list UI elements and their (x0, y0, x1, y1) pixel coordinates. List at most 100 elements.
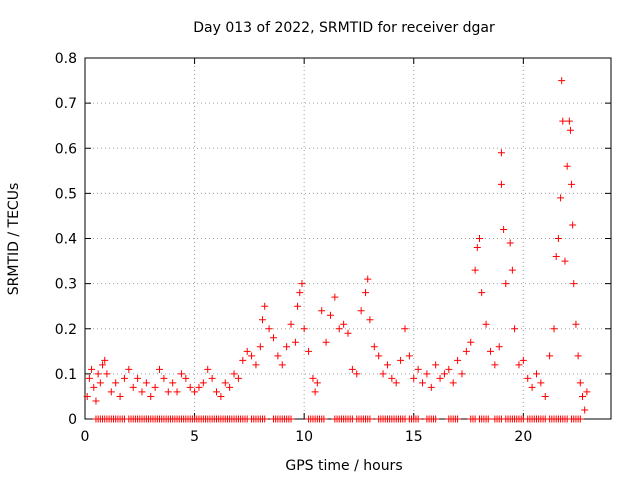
data-point (291, 338, 299, 346)
data-point (107, 388, 115, 396)
data-point (581, 406, 589, 414)
data-point (320, 415, 328, 423)
data-point (103, 370, 111, 378)
data-point (309, 374, 317, 382)
data-point (204, 365, 212, 373)
data-point (379, 370, 387, 378)
x-tick-label: 5 (190, 429, 199, 445)
data-point (88, 365, 96, 373)
data-point (414, 415, 422, 423)
data-point (568, 180, 576, 188)
data-point (265, 325, 273, 333)
data-point (357, 307, 365, 315)
data-point (366, 415, 374, 423)
data-point (563, 162, 571, 170)
plot-frame (84, 57, 612, 420)
data-point (497, 180, 505, 188)
data-point (138, 388, 146, 396)
data-point (570, 280, 578, 288)
data-point (353, 370, 361, 378)
data-point (248, 352, 256, 360)
data-point (388, 374, 396, 382)
data-point (142, 379, 150, 387)
data-point (445, 365, 453, 373)
data-point (476, 235, 483, 242)
data-point (230, 370, 238, 378)
data-point (261, 302, 269, 310)
data-point (405, 352, 413, 360)
data-point (495, 343, 503, 351)
data-point (491, 361, 499, 369)
data-point (335, 325, 343, 333)
data-point (94, 370, 102, 378)
data-point (151, 383, 159, 391)
data-point (482, 320, 490, 328)
data-point (164, 388, 172, 396)
data-point (537, 379, 545, 387)
data-point (515, 361, 523, 369)
data-point (278, 361, 286, 369)
data-point (500, 225, 508, 233)
data-point (169, 379, 177, 387)
data-point (559, 117, 567, 125)
data-point (191, 388, 199, 396)
data-point (173, 388, 181, 396)
data-point (541, 392, 549, 400)
data-point (274, 352, 282, 360)
data-point (318, 307, 326, 315)
data-point (213, 388, 220, 396)
data-point (305, 347, 313, 355)
data-point (186, 383, 194, 391)
data-point (298, 280, 306, 288)
data-point (392, 379, 400, 387)
data-point (239, 356, 247, 364)
data-point (362, 289, 370, 297)
y-tick-label: 0 (68, 412, 77, 428)
data-point (414, 365, 422, 373)
data-point (243, 347, 251, 355)
data-point (579, 392, 587, 400)
data-point (471, 266, 479, 274)
data-point (427, 383, 435, 391)
data-point (532, 370, 540, 378)
data-point (366, 316, 374, 324)
data-point (401, 325, 409, 333)
x-tick-label: 20 (514, 429, 532, 445)
y-axis-label: SRMTID / TECUs (6, 183, 22, 296)
data-point (565, 117, 573, 125)
y-tick-label: 0.7 (55, 96, 77, 112)
data-point (83, 392, 91, 400)
data-point (221, 379, 229, 387)
data-point (528, 383, 536, 391)
data-point (486, 347, 494, 355)
chart-title: Day 013 of 2022, SRMTID for receiver dga… (193, 20, 495, 36)
x-tick-label: 10 (295, 429, 313, 445)
data-point (554, 235, 562, 242)
data-point (375, 352, 383, 360)
data-point (322, 338, 330, 346)
data-point (125, 365, 133, 373)
data-point (566, 126, 574, 134)
data-point (502, 280, 510, 288)
data-point (440, 370, 448, 378)
data-point (508, 266, 516, 274)
data-point (397, 356, 405, 364)
data-point (195, 383, 203, 391)
data-point (147, 392, 155, 400)
data-point (112, 379, 120, 387)
x-axis-label: GPS time / hours (285, 458, 402, 474)
data-points (83, 77, 591, 423)
data-point (92, 397, 100, 405)
y-tick-label: 0.6 (55, 141, 77, 157)
data-point (182, 374, 190, 382)
data-point (116, 392, 124, 400)
data-point (561, 257, 569, 265)
data-point (208, 374, 216, 382)
data-point (462, 347, 470, 355)
data-point (550, 325, 558, 333)
data-point (558, 77, 566, 85)
y-tick-label: 0.5 (55, 186, 77, 202)
y-tick-label: 0.4 (55, 232, 77, 248)
data-point (572, 320, 580, 328)
